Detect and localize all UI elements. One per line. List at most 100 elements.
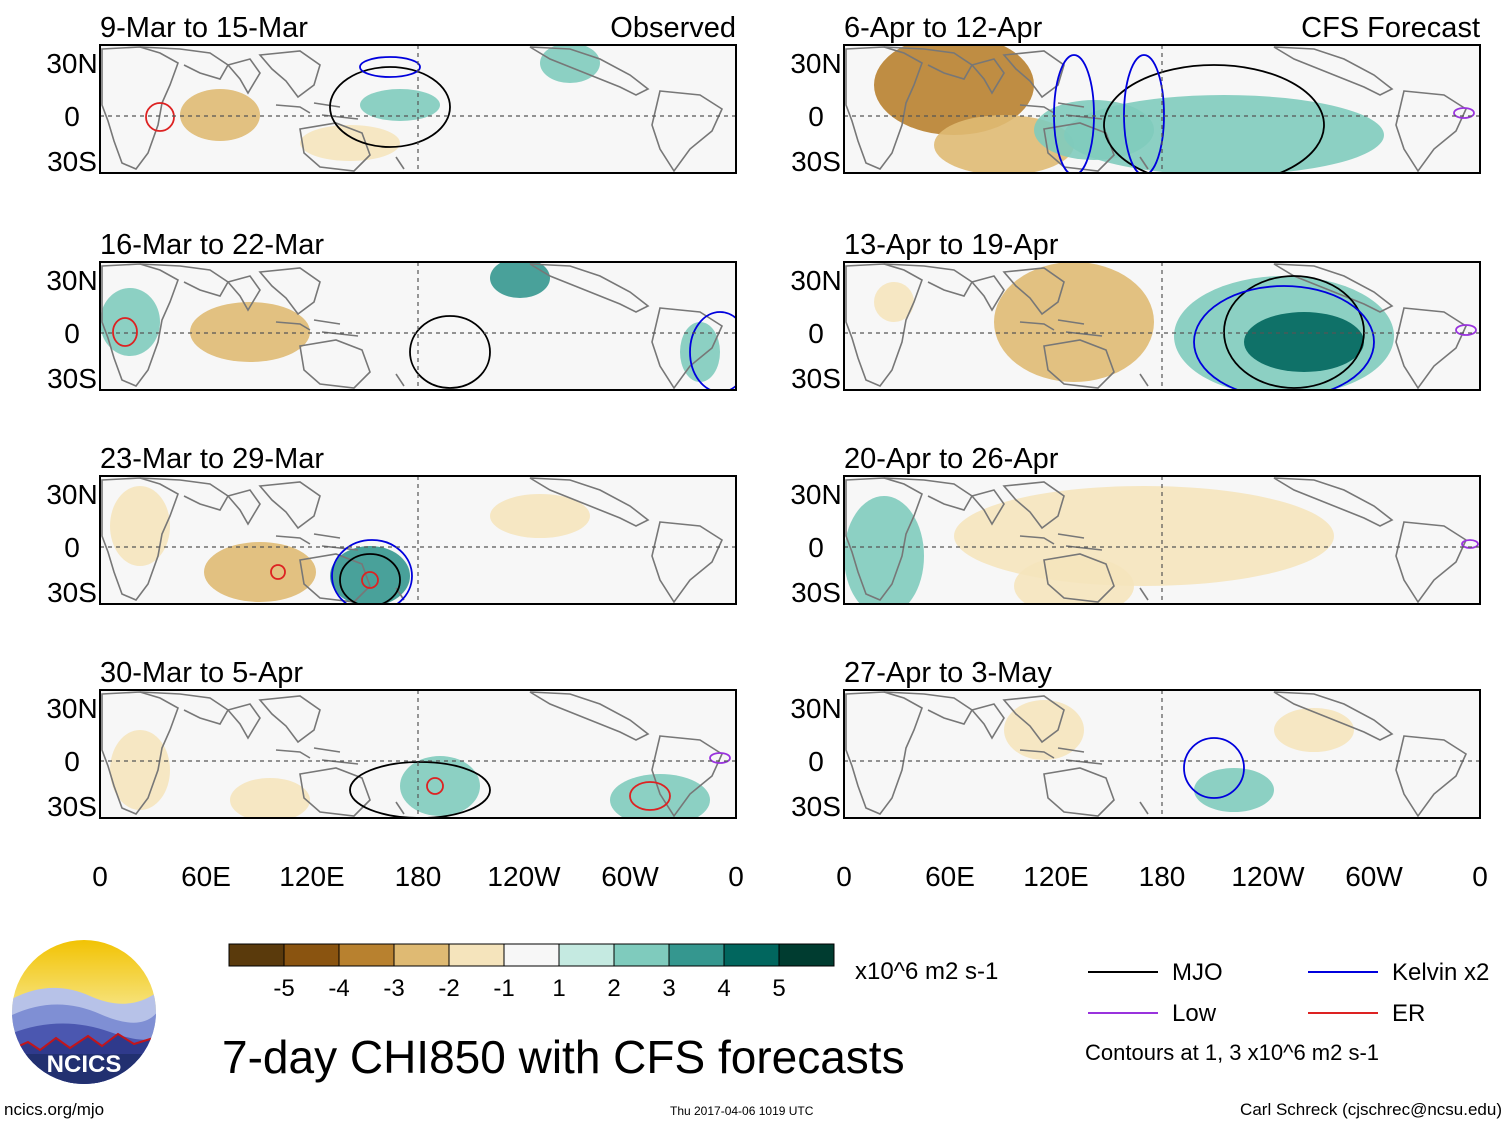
legend-item-kelvin: Kelvin x2 [1308,959,1489,986]
anomaly-shading [1244,312,1364,372]
lon-label: 60W [601,861,659,892]
period-label: 16-Mar to 22-Mar [100,229,324,261]
lon-label: 180 [395,861,442,892]
colorbar-tick-label: 1 [552,975,565,1000]
colorbar: -5 -4 -3 -2 -1 1 2 3 4 5 [228,943,835,1000]
panel-frame [99,475,737,605]
forecast-label: CFS Forecast [1301,12,1480,44]
contour-legend: MJO Kelvin x2 Low ER [1088,959,1489,1027]
lat-label: 30S [47,791,97,822]
wave-contour [145,102,175,132]
lat-label: 30S [791,363,841,394]
ncics-logo: NCICS [12,940,156,1084]
lat-label: 30N [790,265,841,296]
legend-label-kelvin: Kelvin x2 [1392,959,1489,986]
legend-label-low: Low [1172,1000,1217,1027]
colorbar-tick-label: -4 [328,975,349,1000]
lat-label: 0 [808,318,824,349]
panel-frame [99,261,737,391]
period-label: 27-Apr to 3-May [844,657,1052,689]
lat-label: 30N [790,693,841,724]
lat-label: 30S [791,791,841,822]
colorbar-swatch [723,943,780,967]
anomaly-shading [1004,700,1084,760]
anomaly-shading [204,542,316,602]
anomaly-shading [680,322,720,382]
anomaly-shading [190,302,310,362]
anomaly-shading [874,45,1034,135]
lat-label: 30S [47,577,97,608]
wave-contour [349,761,491,818]
wave-contour [1183,737,1245,799]
lon-axis-forecast: 0 60E 120E 180 120W 60W 0 [836,861,1488,892]
wave-contour [629,781,671,811]
panel-frame [843,261,1481,391]
legend-item-er: ER [1308,1000,1425,1027]
wave-contour [426,777,444,795]
colorbar-swatch [668,943,725,967]
wave-contour [339,553,401,604]
wave-contour [112,317,138,347]
lat-label: 30S [47,363,97,394]
wave-contour [361,571,379,589]
lon-label: 0 [92,861,108,892]
lon-label: 60E [925,861,975,892]
anomaly-shading [874,282,914,322]
colorbar-swatch [503,943,560,967]
anomaly-shading [400,756,480,816]
anomaly-shading [230,778,310,818]
legend-label-mjo: MJO [1172,959,1223,986]
lat-label: 0 [64,746,80,777]
lat-label: 0 [64,318,80,349]
colorbar-tick-label: -2 [438,975,459,1000]
map-panel: 6-Apr to 12-Apr CFS Forecast 30N 0 30S [790,12,1481,177]
legend-item-mjo: MJO [1088,959,1223,986]
lat-label: 30N [790,479,841,510]
anomaly-shading [490,494,590,538]
anomaly-shading [954,486,1334,586]
colorbar-swatch [393,943,450,967]
panel-frame [843,475,1481,605]
wave-contour [359,56,421,78]
period-label: 9-Mar to 15-Mar [100,12,308,44]
colorbar-tick-label: 3 [662,975,675,1000]
lon-label: 120E [1023,861,1088,892]
anomaly-shading [110,486,170,566]
lon-axis-observed: 0 60E 120E 180 120W 60W 0 [92,861,744,892]
units-label: x10^6 m2 s-1 [855,958,999,985]
colorbar-tick-label: 4 [717,975,730,1000]
anomaly-shading [330,546,410,604]
anomaly-shading [1014,556,1134,604]
legend-item-low: Low [1088,1000,1217,1027]
lat-label: 30N [46,265,97,296]
panel-frame [99,44,737,174]
colorbar-swatch [558,943,615,967]
colorbar-tick-label: -5 [273,975,294,1000]
lat-label: 30S [47,146,97,177]
lon-label: 0 [836,861,852,892]
period-label: 13-Apr to 19-Apr [844,229,1059,261]
lat-label: 0 [808,746,824,777]
wave-contour [329,66,451,148]
logo-text: NCICS [47,1051,122,1078]
wave-contour [689,311,736,390]
anomaly-shading [1274,708,1354,752]
period-label: 23-Mar to 29-Mar [100,443,324,475]
lon-label: 120E [279,861,344,892]
colorbar-swatch [448,943,505,967]
wave-contour [1453,107,1475,119]
lat-label: 30S [791,146,841,177]
credit: Carl Schreck (cjschrec@ncsu.edu) [1240,1100,1502,1119]
lat-label: 0 [64,532,80,563]
colorbar-tick-label: -1 [493,975,514,1000]
lat-label: 30S [791,577,841,608]
observed-label: Observed [610,12,736,44]
anomaly-shading [110,730,170,810]
